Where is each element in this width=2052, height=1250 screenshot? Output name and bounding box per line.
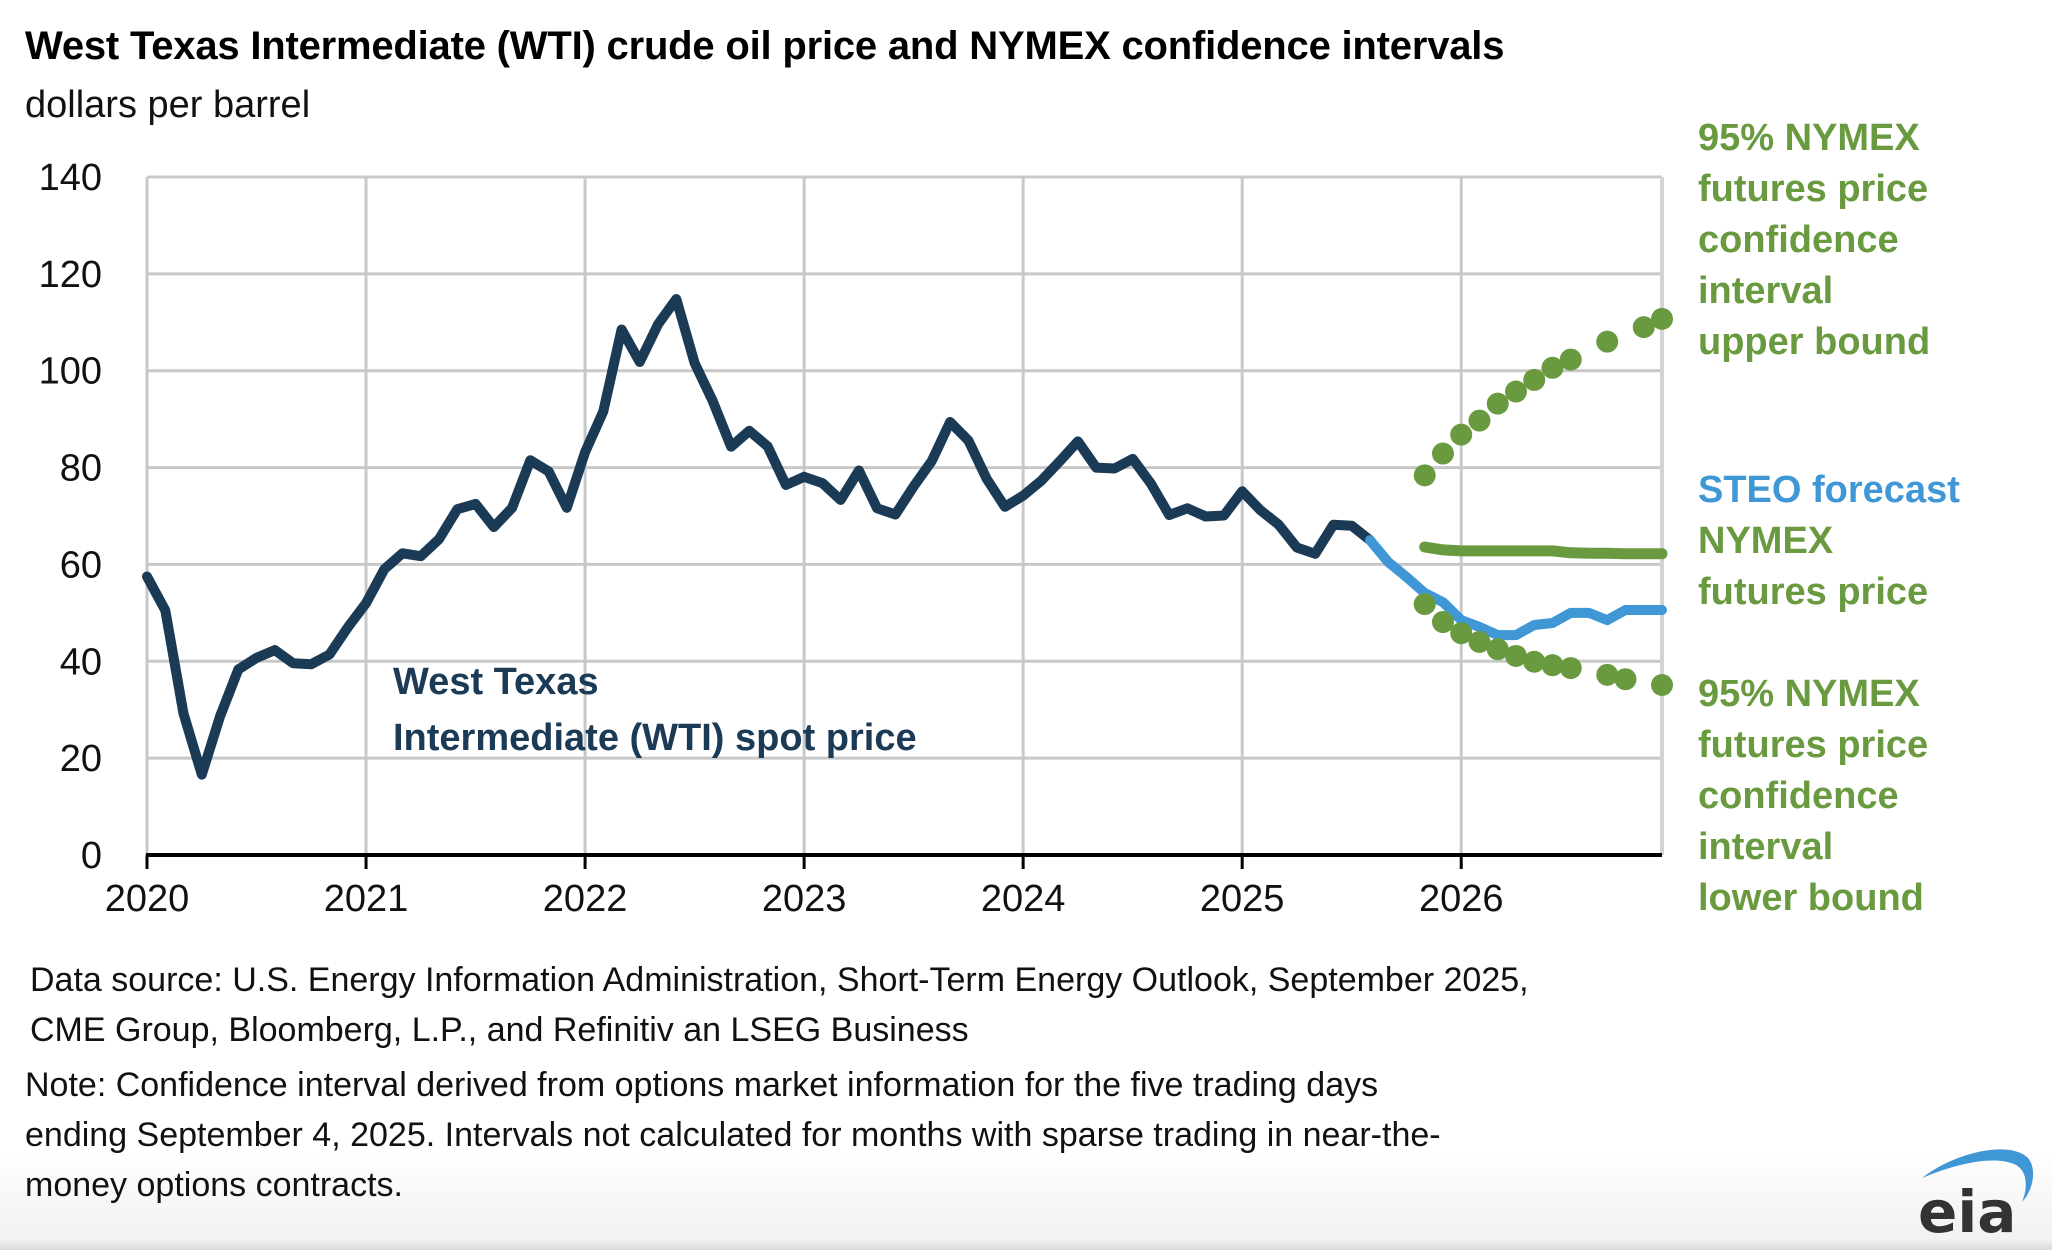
chart-title: West Texas Intermediate (WTI) crude oil … — [25, 24, 1505, 68]
series-point-lower — [1504, 644, 1527, 667]
x-tick-label: 2026 — [1419, 878, 1504, 920]
y-tick-label: 120 — [39, 254, 102, 296]
y-axis-tick-labels: 0 20 40 60 80 100 120 140 — [39, 157, 102, 877]
series-point-upper — [1541, 356, 1564, 379]
label-lower-bound-line: futures price — [1698, 724, 1928, 766]
x-axis-tick-labels: 2020 2021 2022 2023 2024 2025 2026 — [105, 878, 1504, 920]
x-tick-label: 2025 — [1200, 878, 1285, 920]
label-steo-forecast-line: STEO forecast — [1698, 469, 1960, 511]
data-source-line-1: Data source: U.S. Energy Information Adm… — [30, 961, 1529, 999]
label-wti-spot: West Texas Intermediate (WTI) spot price — [393, 661, 917, 759]
series-point-lower — [1559, 657, 1582, 680]
series-line-wti — [142, 294, 1375, 780]
x-tick-label: 2020 — [105, 878, 190, 920]
series-point-upper — [1468, 409, 1491, 432]
eia-logo: eia — [1918, 1149, 2034, 1240]
series-point-upper — [1431, 442, 1454, 465]
series-point-upper — [1486, 392, 1509, 415]
gridlines — [145, 175, 1664, 855]
x-tick-label: 2023 — [762, 878, 847, 920]
y-tick-label: 60 — [60, 544, 102, 586]
label-upper-bound-line: futures price — [1698, 168, 1928, 210]
series-point-upper — [1651, 307, 1673, 330]
note-line-1: Note: Confidence interval derived from o… — [25, 1066, 1379, 1104]
series-line-nymex_futures — [1419, 541, 1668, 560]
y-tick-label: 140 — [39, 157, 102, 199]
x-tick-label: 2021 — [324, 878, 409, 920]
label-lower-bound: 95% NYMEX futures price confidence interval… — [1698, 673, 1928, 919]
series-point-upper — [1450, 423, 1473, 446]
label-nymex-futures-line: futures price — [1698, 571, 1928, 613]
label-wti-spot-line: West Texas — [393, 661, 599, 703]
y-tick-label: 100 — [39, 351, 102, 393]
label-nymex-futures: NYMEX futures price — [1698, 520, 1928, 613]
series-point-lower — [1486, 638, 1509, 661]
y-tick-label: 0 — [81, 835, 102, 877]
eia-logo-text: eia — [1918, 1178, 2016, 1240]
x-tick-label: 2024 — [981, 878, 1066, 920]
series-point-upper — [1504, 380, 1527, 403]
x-axis — [145, 853, 1662, 869]
series-point-upper — [1632, 316, 1655, 339]
label-lower-bound-line: confidence — [1698, 775, 1899, 817]
label-wti-spot-line: Intermediate (WTI) spot price — [393, 717, 917, 759]
series-line-steo — [1365, 535, 1667, 641]
label-nymex-futures-line: NYMEX — [1698, 520, 1834, 562]
note-line-2: ending September 4, 2025. Intervals not … — [25, 1116, 1441, 1154]
series-point-upper — [1559, 348, 1582, 371]
y-tick-label: 40 — [60, 641, 102, 683]
label-lower-bound-line: 95% NYMEX — [1698, 673, 1920, 715]
series-point-lower — [1450, 622, 1473, 645]
chart-subtitle-units: dollars per barrel — [25, 84, 311, 126]
note-line-3: money options contracts. — [25, 1166, 403, 1204]
series-point-lower — [1431, 611, 1454, 634]
label-upper-bound: 95% NYMEX futures price confidence interval… — [1698, 117, 1930, 363]
label-upper-bound-line: 95% NYMEX — [1698, 117, 1920, 159]
label-steo-forecast: STEO forecast — [1698, 469, 1960, 511]
series-point-lower — [1468, 630, 1491, 653]
series-point-lower — [1614, 668, 1637, 691]
series-point-lower — [1413, 593, 1436, 616]
series-point-lower — [1596, 663, 1619, 686]
series-point-lower — [1651, 674, 1673, 697]
eia-logo-swoosh-icon — [1922, 1149, 2034, 1202]
series-point-upper — [1523, 368, 1546, 391]
series-point-lower — [1541, 654, 1564, 677]
label-lower-bound-line: lower bound — [1698, 877, 1924, 919]
series-point-upper — [1413, 464, 1436, 487]
label-upper-bound-line: interval — [1698, 270, 1833, 312]
series-point-lower — [1523, 650, 1546, 673]
series — [142, 294, 1673, 780]
data-source-line-2: CME Group, Bloomberg, L.P., and Refiniti… — [30, 1011, 969, 1049]
y-tick-label: 20 — [60, 738, 102, 780]
x-tick-label: 2022 — [543, 878, 628, 920]
label-upper-bound-line: confidence — [1698, 219, 1899, 261]
series-labels: 95% NYMEX futures price confidence interval… — [393, 117, 1960, 919]
label-lower-bound-line: interval — [1698, 826, 1833, 868]
y-tick-label: 80 — [60, 448, 102, 490]
series-point-upper — [1596, 330, 1619, 353]
label-upper-bound-line: upper bound — [1698, 321, 1930, 363]
